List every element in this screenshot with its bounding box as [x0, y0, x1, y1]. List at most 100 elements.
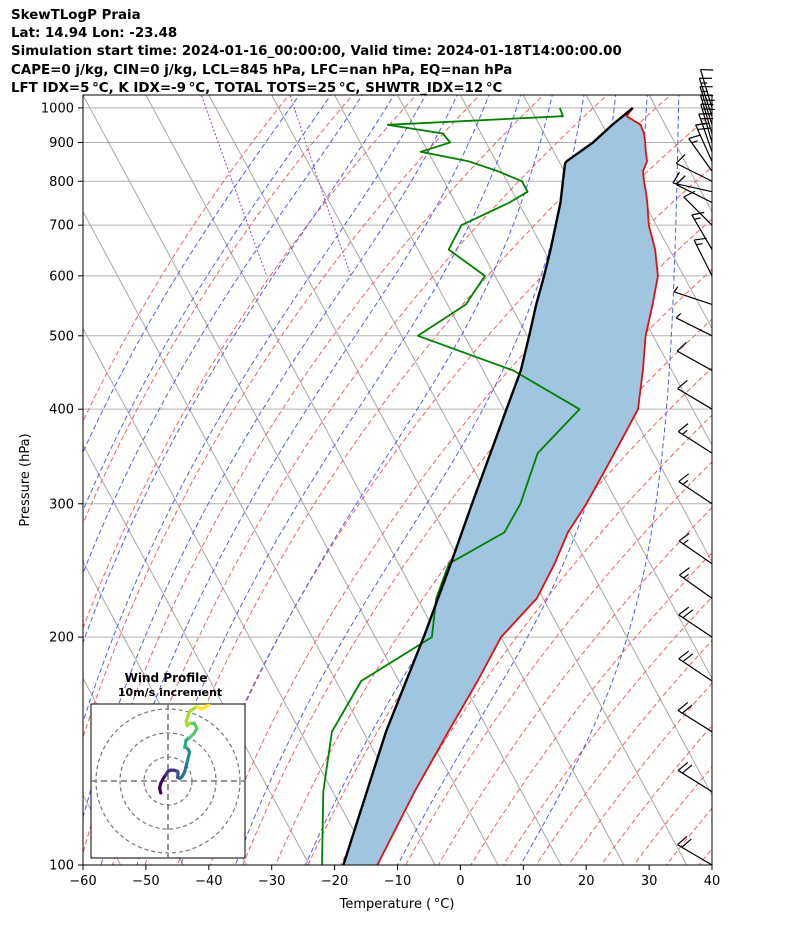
dry-adiabat	[83, 95, 354, 525]
wind-barb	[688, 134, 713, 172]
wind-barb	[673, 286, 713, 306]
y-axis-label: Pressure (hPa)	[18, 433, 33, 526]
isotherm	[145, 95, 562, 865]
y-tick-label: 200	[49, 631, 74, 646]
moist-adiabat	[234, 95, 585, 865]
x-tick-label: 0	[456, 874, 464, 889]
wind-barb	[699, 68, 714, 109]
wind-barb	[679, 567, 713, 599]
shaded-area	[343, 107, 658, 865]
axes: −60 −50 −40 −30 −20 −10 0 10 20 30 40 1000 900 800 700…	[41, 101, 720, 889]
moist-adiabat	[83, 95, 427, 724]
x-tick-label: −20	[321, 874, 348, 889]
wind-barb	[675, 175, 713, 204]
wind-barbs	[672, 68, 715, 866]
profiles	[321, 106, 659, 865]
moist-adiabat	[100, 95, 490, 865]
parcel-line	[342, 106, 634, 865]
isotherm	[208, 95, 625, 865]
inset-title: Wind Profile	[125, 671, 208, 685]
hodograph-segment	[204, 704, 211, 709]
y-tick-label: 300	[49, 497, 74, 512]
wind-barb	[675, 313, 713, 337]
hodograph-segment	[184, 709, 192, 723]
x-axis-label: Temperature ( °C)	[339, 897, 455, 912]
y-tick-label: 800	[49, 175, 74, 190]
isotherm	[83, 210, 436, 865]
x-tick-label: −10	[384, 874, 411, 889]
wind-barb	[691, 211, 713, 250]
isotherm	[459, 95, 712, 563]
wind-barb	[672, 171, 713, 193]
figure-title: SkewTLogP Praia	[11, 8, 141, 23]
isotherm	[711, 95, 712, 97]
x-tick-label: 40	[704, 874, 721, 889]
dewpoint-line	[321, 107, 581, 865]
wind-barb	[677, 761, 713, 793]
dry-adiabat	[83, 95, 481, 739]
moist-adiabat	[83, 95, 332, 512]
time-line: Simulation start time: 2024-01-16_00:00:…	[11, 44, 622, 60]
y-tick-label: 100	[49, 859, 74, 874]
moist-adiabat	[136, 95, 522, 865]
dry-adiabat	[111, 95, 608, 865]
x-tick-label: −50	[132, 874, 159, 889]
temperature-line	[376, 107, 659, 865]
x-tick-label: 30	[641, 874, 658, 889]
wind-barb	[676, 342, 713, 371]
wind-barb	[678, 473, 713, 505]
wind-barb	[677, 423, 713, 454]
y-tick-label: 700	[49, 219, 74, 234]
dry-adiabat	[177, 113, 712, 865]
wind-barb	[695, 122, 713, 162]
wind-barb	[678, 650, 713, 682]
dry-adiabat	[274, 268, 712, 865]
mixing-ratio-line	[289, 95, 352, 277]
moist-adiabat	[83, 95, 458, 820]
isotherm	[83, 444, 310, 865]
wind-barb	[677, 835, 713, 866]
x-tick-label: 10	[515, 874, 532, 889]
isotherm	[0, 92, 4, 882]
temperature-parcel-shade	[343, 107, 658, 865]
y-tick-label: 900	[49, 136, 74, 151]
moist-adiabat	[180, 95, 553, 865]
index-line: LFT IDX=5 °C, K IDX=-9 °C, TOTAL TOTS=25…	[11, 80, 503, 96]
inset-subtitle: 10m/s increment	[118, 686, 222, 699]
x-tick-label: −30	[258, 874, 285, 889]
wind-barb	[675, 154, 713, 182]
figure-header: SkewTLogP Praia Lat: 14.94 Lon: -23.48 S…	[11, 7, 622, 98]
wind-barb	[677, 379, 713, 410]
y-tick-label: 500	[49, 329, 74, 344]
dry-adiabat	[83, 95, 545, 856]
cape-line: CAPE=0 j/kg, CIN=0 j/kg, LCL=845 hPa, LF…	[11, 62, 513, 78]
wind-barb	[677, 701, 713, 733]
isotherm	[585, 95, 712, 330]
y-tick-label: 600	[49, 269, 74, 284]
wind-barb	[698, 113, 714, 152]
dry-adiabat	[83, 95, 290, 423]
isotherm	[83, 327, 373, 865]
x-tick-label: 20	[578, 874, 595, 889]
moist-adiabat	[83, 95, 363, 575]
y-tick-label: 1000	[41, 101, 74, 116]
moist-adiabat	[83, 95, 395, 645]
dry-adiabat	[83, 95, 417, 630]
wind-barb	[683, 190, 713, 226]
y-tick-label: 400	[49, 403, 74, 418]
x-tick-label: −40	[195, 874, 222, 889]
x-tick-label: −60	[69, 874, 96, 889]
isotherm	[0, 92, 67, 882]
dry-adiabat	[698, 848, 712, 865]
dry-adiabat	[665, 807, 712, 865]
wind-barb	[698, 77, 713, 117]
wind-barb	[678, 532, 713, 565]
wind-barb	[693, 237, 713, 277]
location-line: Lat: 14.94 Lon: -23.48	[11, 26, 178, 42]
wind-barb	[678, 606, 713, 638]
mixing-ratio-line	[200, 95, 268, 277]
isotherm	[648, 95, 712, 213]
moist-adiabat	[83, 95, 300, 454]
